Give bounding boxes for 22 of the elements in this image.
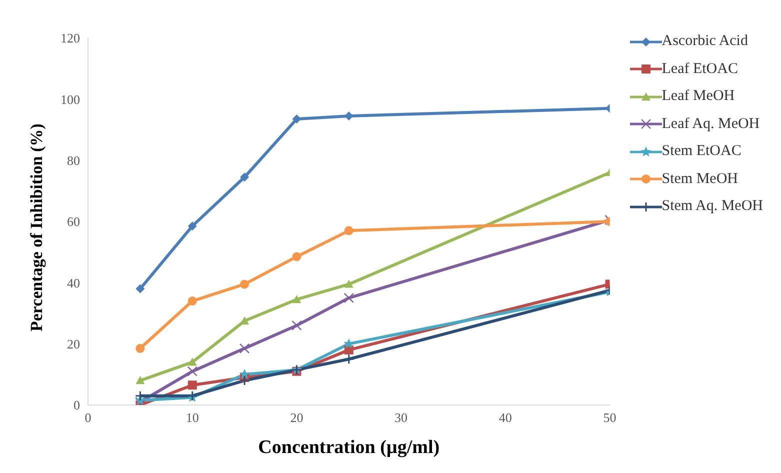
y-tick-label: 120: [60, 30, 80, 46]
y-tick-label: 100: [60, 92, 80, 107]
legend-label: Stem EtOAC: [662, 143, 742, 160]
y-tick-label: 0: [74, 398, 80, 413]
y-tick-label: 80: [67, 152, 80, 168]
x-tick-label: 0: [84, 410, 92, 426]
y-tick-label: 20: [67, 336, 80, 352]
x-tick-label: 40: [498, 410, 512, 426]
legend-label: Leaf MeOH: [662, 88, 735, 106]
x-tick-label: 30: [394, 410, 408, 426]
y-tick-label: 40: [67, 275, 80, 290]
legend-label: Stem MeOH: [662, 170, 738, 188]
legend-label: Leaf EtOAC: [662, 60, 738, 78]
y-axis-title: Percentage of Inhibition (%): [27, 124, 46, 332]
legend-label: Stem Aq. MeOH: [662, 198, 763, 216]
x-axis-title: Concentration (µg/ml): [258, 437, 440, 458]
x-tick-label: 20: [290, 410, 304, 426]
legend-label: Leaf Aq. MeOH: [662, 116, 760, 133]
y-tick-label: 60: [67, 214, 80, 230]
legend-label: Ascorbic Acid: [662, 33, 748, 50]
x-tick-label: 50: [603, 410, 616, 426]
x-tick-label: 10: [186, 410, 199, 426]
